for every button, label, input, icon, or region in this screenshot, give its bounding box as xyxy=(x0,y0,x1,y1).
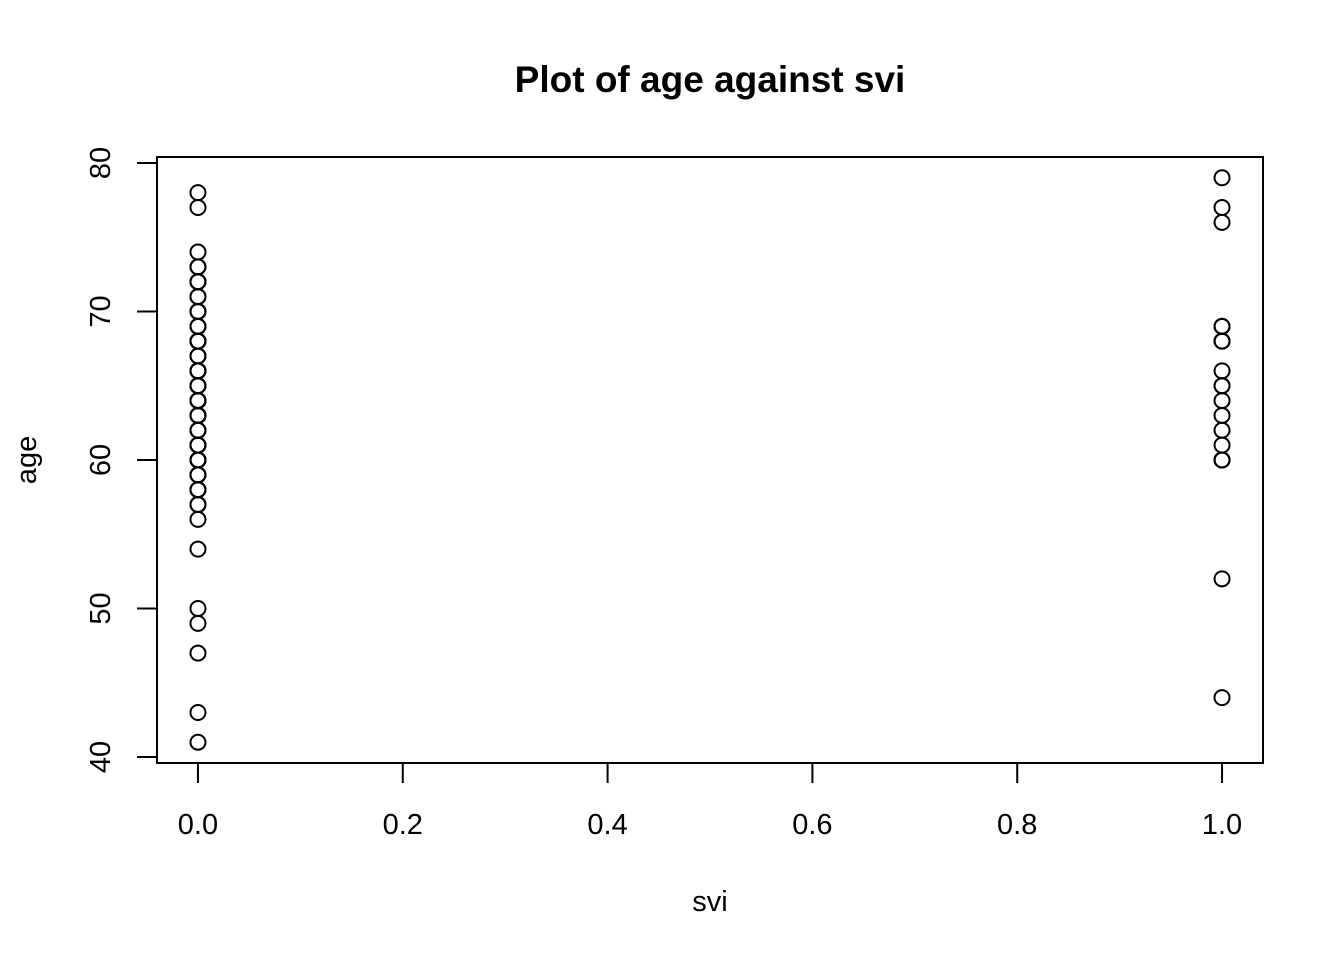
data-point xyxy=(1213,570,1231,588)
data-point xyxy=(189,600,207,618)
data-point xyxy=(189,510,207,528)
data-point xyxy=(189,436,207,454)
data-point xyxy=(1213,377,1231,395)
data-point xyxy=(189,302,207,320)
data-point xyxy=(189,704,207,721)
y-axis-label: age xyxy=(11,436,43,484)
data-point xyxy=(1213,317,1231,335)
data-point xyxy=(1213,213,1231,231)
data-point xyxy=(1213,199,1231,216)
data-point xyxy=(189,332,207,350)
data-point xyxy=(189,466,207,484)
data-point xyxy=(189,733,207,751)
data-point xyxy=(189,644,207,662)
y-axis: 40 50 60 70 80 xyxy=(85,147,158,773)
data-point xyxy=(189,481,207,499)
x-axis: 0.0 0.2 0.4 0.6 0.8 1.0 xyxy=(178,762,1242,841)
y-tick-label: 50 xyxy=(85,592,117,624)
x-tick-label: 0.2 xyxy=(383,809,423,841)
data-point xyxy=(1213,689,1231,707)
y-tick-label: 70 xyxy=(85,295,117,327)
data-point xyxy=(189,362,207,380)
data-point xyxy=(1213,392,1231,410)
data-point xyxy=(1213,362,1231,380)
x-tick-label: 1.0 xyxy=(1202,809,1242,841)
data-point xyxy=(1213,421,1231,439)
data-point xyxy=(189,377,207,395)
data-points xyxy=(189,169,1231,751)
data-point xyxy=(189,421,207,439)
y-tick-label: 60 xyxy=(85,444,117,476)
y-tick-label: 80 xyxy=(85,147,117,179)
data-point xyxy=(1213,406,1231,424)
x-axis-label: svi xyxy=(692,886,727,918)
data-point xyxy=(189,347,207,365)
data-point xyxy=(189,273,207,291)
data-point xyxy=(189,540,207,558)
data-point xyxy=(189,199,207,216)
data-point xyxy=(189,243,207,261)
data-point xyxy=(1213,332,1231,350)
plot-frame xyxy=(156,156,1264,764)
data-point xyxy=(189,496,207,514)
data-point xyxy=(189,614,207,632)
chart-title: Plot of age against svi xyxy=(515,59,906,100)
data-point xyxy=(1213,451,1231,469)
data-point xyxy=(189,392,207,410)
data-point xyxy=(189,184,207,202)
x-tick-label: 0.0 xyxy=(178,809,218,841)
data-point xyxy=(189,406,207,424)
x-tick-label: 0.8 xyxy=(997,809,1037,841)
data-point xyxy=(189,451,207,469)
data-point xyxy=(1213,169,1231,187)
y-tick-label: 40 xyxy=(85,741,117,773)
x-tick-label: 0.4 xyxy=(587,809,627,841)
data-point xyxy=(189,288,207,306)
data-point xyxy=(189,317,207,335)
data-point xyxy=(1213,436,1231,454)
data-point xyxy=(189,258,207,276)
x-tick-label: 0.6 xyxy=(792,809,832,841)
